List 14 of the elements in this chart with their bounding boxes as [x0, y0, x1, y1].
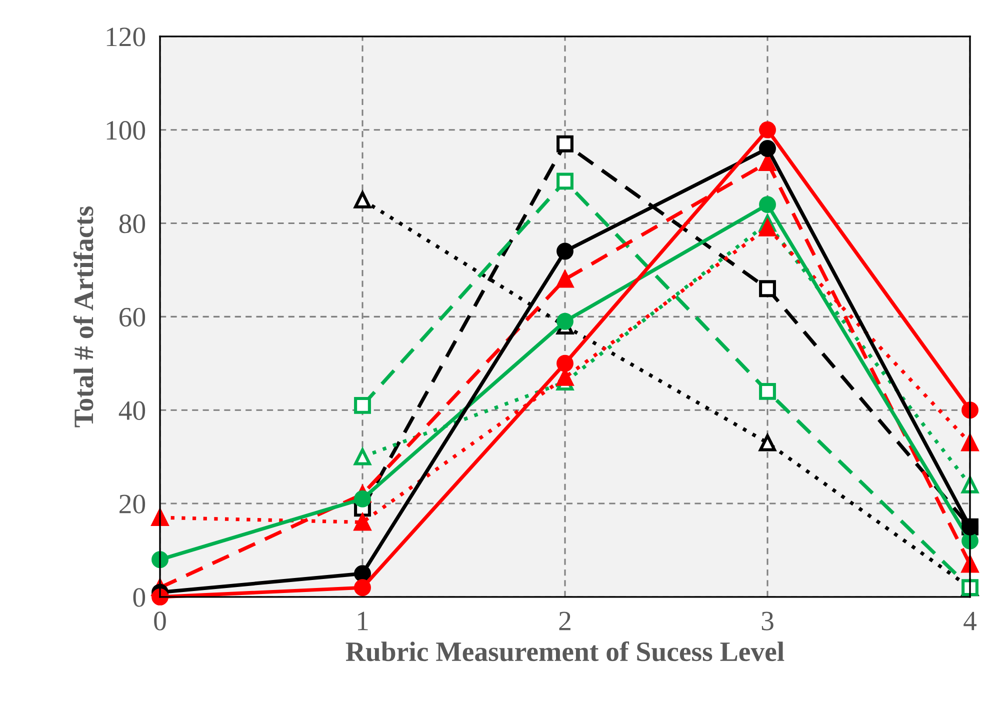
x-tick-label: 3 [762, 612, 774, 630]
x-tick-label: 2 [559, 612, 570, 630]
y-tick-label: 40 [118, 401, 146, 420]
x-tick-label: 0 [154, 612, 166, 630]
x-tick-label: 4 [964, 612, 977, 630]
y-tick-label: 100 [106, 120, 146, 140]
y-tick-label: 20 [120, 494, 146, 514]
y-tick-label: 0 [133, 588, 146, 607]
y-tick-label: 60 [120, 308, 146, 327]
y-axis-title: Total # of Artifacts [73, 206, 94, 428]
y-tick-label: 120 [106, 28, 146, 46]
x-axis-title: Rubric Measurement of Sucess Level [346, 641, 784, 662]
y-tick-label: 80 [119, 214, 146, 234]
x-tick-label: 1 [358, 612, 368, 630]
